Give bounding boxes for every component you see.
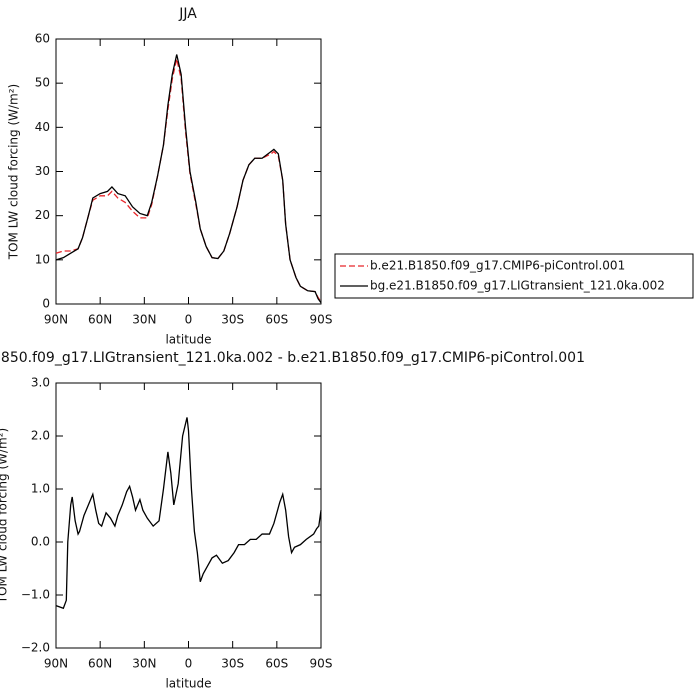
y-tick-label: 0.0: [31, 535, 50, 549]
x-tick-label: 60N: [88, 313, 112, 327]
series-line: [55, 54, 322, 304]
x-axis-label: latitude: [165, 333, 211, 347]
x-tick-label: 30S: [221, 313, 244, 327]
y-tick-label: 3.0: [31, 376, 50, 390]
chart-title: bg.e21.B1850.f09_g17.LIGtransient_121.0k…: [0, 350, 585, 366]
x-tick-label: 90S: [310, 657, 333, 671]
x-tick-label: 30N: [132, 313, 156, 327]
y-tick-label: 10: [35, 252, 50, 266]
y-axis-label: TOM LW cloud forcing (W/m²): [7, 84, 21, 261]
y-tick-label: 40: [35, 120, 50, 134]
x-tick-label: 90S: [310, 313, 333, 327]
y-tick-label: 1.0: [31, 482, 50, 496]
y-tick-label: 60: [35, 32, 50, 46]
y-tick-label: 30: [35, 164, 50, 178]
series-line: [55, 58, 322, 303]
y-axis-label: TOM LW cloud forcing (W/m²): [0, 428, 10, 605]
plot-frame: [55, 38, 322, 305]
y-tick-label: −1.0: [21, 588, 50, 602]
x-tick-label: 0: [185, 313, 193, 327]
y-tick-label: 0: [42, 297, 50, 311]
y-tick-label: −2.0: [21, 641, 50, 655]
y-tick-label: 2.0: [31, 429, 50, 443]
x-tick-label: 30N: [132, 657, 156, 671]
x-tick-label: 60S: [265, 657, 288, 671]
legend-label: b.e21.B1850.f09_g17.CMIP6-piControl.001: [370, 259, 625, 273]
x-tick-label: 0: [185, 657, 193, 671]
y-tick-label: 20: [35, 208, 50, 222]
x-tick-label: 30S: [221, 657, 244, 671]
plot-frame: [55, 382, 322, 649]
x-axis-label: latitude: [165, 677, 211, 691]
x-tick-label: 60N: [88, 657, 112, 671]
x-tick-label: 60S: [265, 313, 288, 327]
x-tick-label: 90N: [44, 313, 68, 327]
chart-title: JJA: [178, 6, 197, 22]
legend-box: [334, 253, 694, 299]
legend-label: bg.e21.B1850.f09_g17.LIGtransient_121.0k…: [370, 279, 665, 293]
series-line: [55, 417, 322, 610]
x-tick-label: 90N: [44, 657, 68, 671]
y-tick-label: 50: [35, 76, 50, 90]
